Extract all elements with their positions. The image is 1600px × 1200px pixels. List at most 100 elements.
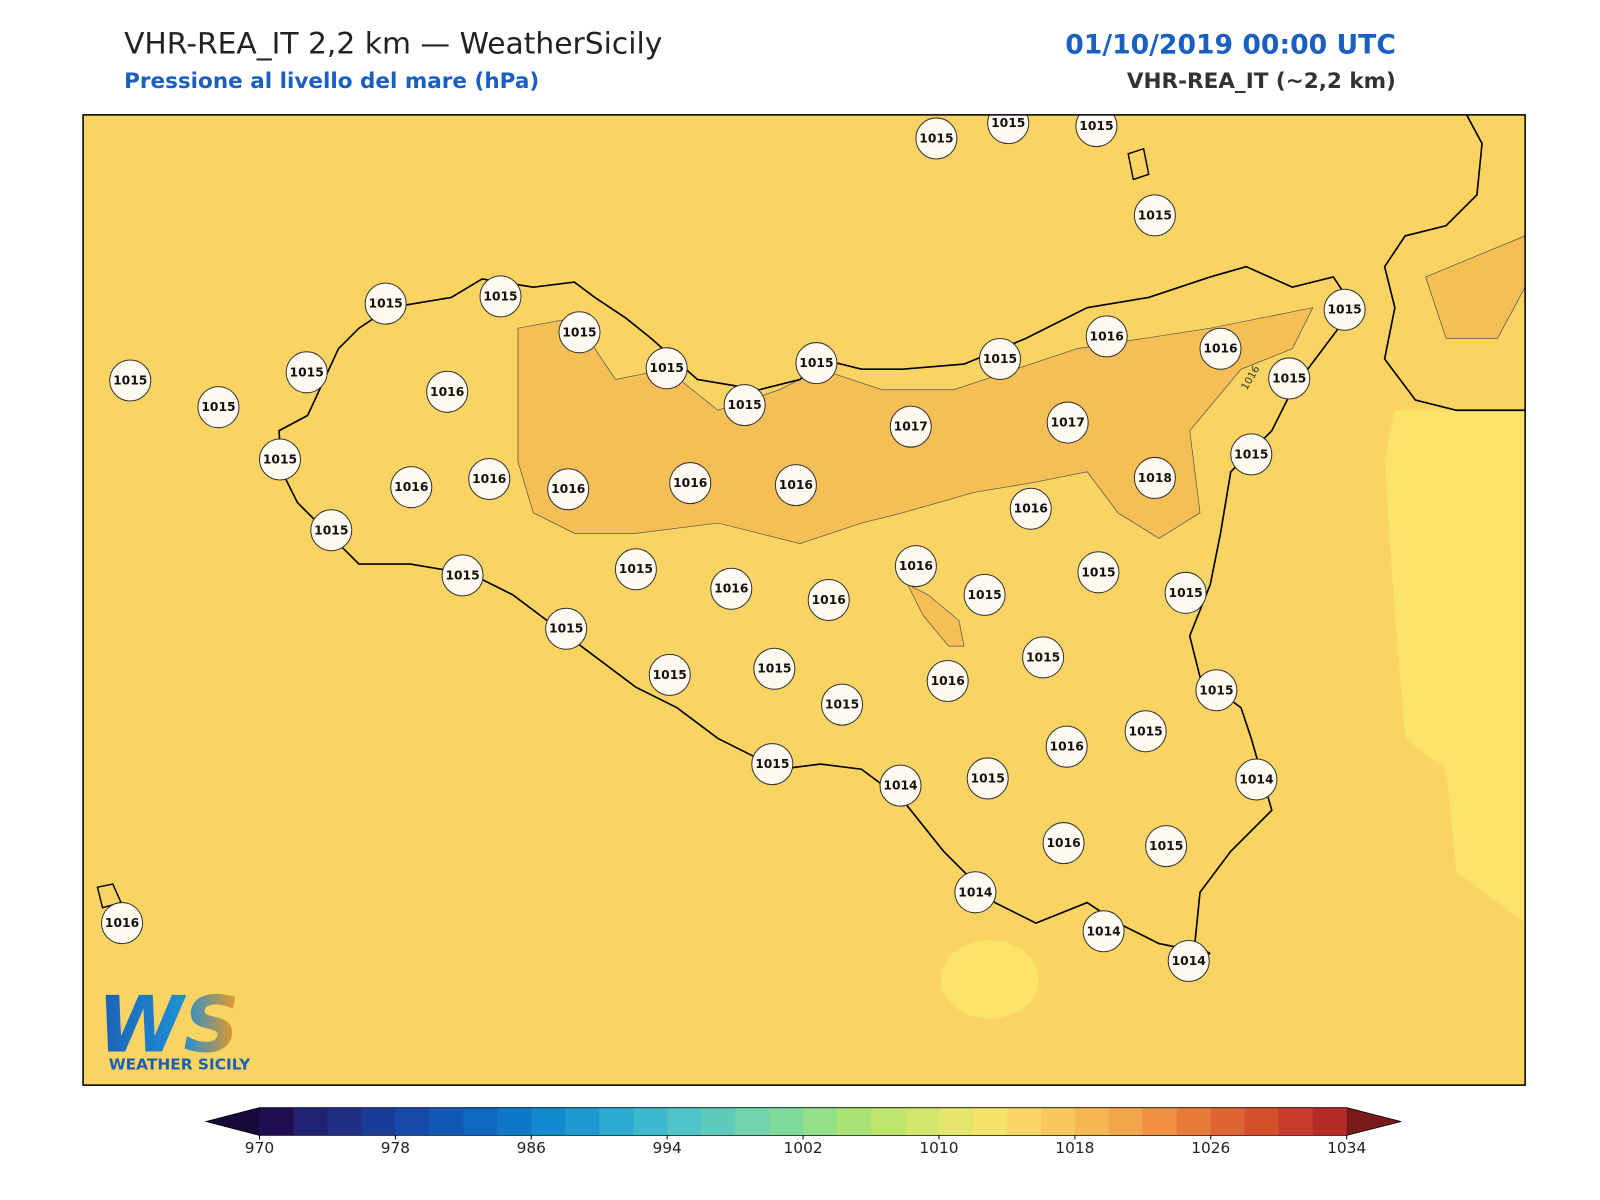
station: 1015: [1268, 357, 1311, 400]
station-value: 1015: [755, 757, 789, 771]
station-value: 1016: [1014, 502, 1048, 516]
station-value: 1016: [812, 593, 846, 607]
station-marker: [1075, 114, 1118, 148]
figure: VHR-REA_IT 2,2 km — WeatherSicily Pressi…: [82, 26, 1526, 1157]
colorbar-box: [735, 1107, 770, 1136]
station: 1016: [807, 578, 850, 622]
colorbar-box: [1006, 1107, 1042, 1136]
station-marker: [751, 743, 794, 786]
colorbar-box: [633, 1107, 668, 1136]
station: 1016: [710, 567, 753, 610]
station-marker: [558, 311, 601, 354]
station: 1015: [1133, 194, 1176, 237]
station-value: 1016: [472, 472, 506, 486]
station-marker: [821, 683, 864, 726]
station-value: 1015: [727, 398, 761, 412]
station-marker: [101, 902, 144, 945]
station-value: 1015: [1327, 303, 1361, 317]
station-value: 1015: [1079, 119, 1113, 133]
station-marker: [1009, 487, 1052, 530]
station-value: 1018: [1138, 471, 1172, 485]
station-value: 1014: [1172, 954, 1206, 968]
station: 1015: [441, 554, 484, 597]
station: 1015: [645, 347, 688, 390]
station-value: 1016: [551, 482, 585, 496]
colorbar-box: [599, 1107, 634, 1136]
station-value: 1014: [958, 885, 992, 899]
colorbar-box: [327, 1107, 362, 1136]
station-marker: [774, 464, 817, 507]
colorbar-box: [1176, 1107, 1212, 1136]
colorbar-tick-label: 1010: [919, 1139, 958, 1157]
station-marker: [1022, 636, 1065, 679]
colorbar-box: [1312, 1107, 1348, 1136]
station-marker: [645, 347, 688, 390]
station-marker: [807, 578, 850, 622]
station: 1015: [364, 282, 407, 325]
station-value: 1015: [650, 361, 684, 375]
station-value: 1016: [1050, 740, 1084, 754]
station-marker: [915, 117, 958, 160]
colorbar-tick-label: 1002: [784, 1139, 823, 1157]
colorbar-box: [769, 1107, 804, 1136]
station-value: 1015: [1081, 565, 1115, 579]
station: 1016: [1199, 327, 1242, 370]
station: 1015: [258, 438, 302, 481]
colorbar-box: [837, 1107, 872, 1136]
model: VHR-REA_IT (~2,2 km): [1127, 69, 1396, 94]
colorbar-box: [565, 1107, 600, 1136]
station-marker: [1133, 194, 1176, 237]
colorbar-tick-label: 978: [381, 1139, 410, 1157]
colorbar-box: [667, 1107, 702, 1136]
coastline: [1383, 114, 1526, 412]
station-value: 1015: [483, 289, 517, 303]
map-background: [83, 114, 1526, 1086]
station: 1015: [109, 359, 152, 402]
station-value: 1015: [983, 352, 1017, 366]
coastline: [278, 265, 1355, 955]
station-marker: [1133, 456, 1176, 499]
station-marker: [426, 370, 469, 413]
colorbar-tick-label: 1018: [1055, 1139, 1094, 1157]
station-value: 1016: [1090, 329, 1124, 343]
station-marker: [879, 764, 922, 807]
station: 1015: [1164, 571, 1207, 614]
station-marker: [954, 871, 997, 914]
station-marker: [1077, 551, 1120, 594]
colorbar-box: [1040, 1107, 1076, 1136]
station-marker: [1195, 669, 1238, 712]
station: 1015: [1075, 114, 1118, 148]
station-value: 1016: [1046, 836, 1080, 850]
station: 1015: [545, 607, 588, 650]
station-value: 1016: [931, 674, 965, 688]
station: 1016: [1042, 822, 1085, 865]
station-value: 1017: [1051, 416, 1085, 430]
station-marker: [723, 384, 766, 427]
colorbar-box: [259, 1107, 294, 1136]
pressure-area: [906, 583, 965, 647]
station-marker: [468, 457, 511, 500]
station-marker: [710, 567, 753, 610]
station: 1015: [966, 757, 1009, 800]
station: 1015: [723, 384, 766, 427]
colorbar-box: [395, 1107, 430, 1136]
colorbar-tick-label: 994: [652, 1139, 681, 1157]
station-marker: [1145, 825, 1188, 868]
title: VHR-REA_IT 2,2 km — WeatherSicily: [124, 26, 662, 61]
station: 1015: [987, 114, 1030, 145]
subtitle: Pressione al livello del mare (hPa): [124, 69, 539, 94]
station-marker: [753, 647, 796, 690]
station-value: 1015: [1149, 839, 1183, 853]
colorbar-box: [871, 1107, 906, 1136]
station-marker: [109, 359, 152, 402]
station: 1015: [753, 647, 796, 690]
colorbar-box: [1108, 1107, 1144, 1136]
colorbar-box: [701, 1107, 736, 1136]
colorbar-tick-label: 1034: [1327, 1139, 1366, 1157]
colorbar-tick-label: 1026: [1191, 1139, 1230, 1157]
station: 1015: [558, 311, 601, 354]
colorbar-box: [1244, 1107, 1280, 1136]
station-marker: [894, 545, 937, 588]
colorbar-tick-label: 970: [245, 1139, 274, 1157]
